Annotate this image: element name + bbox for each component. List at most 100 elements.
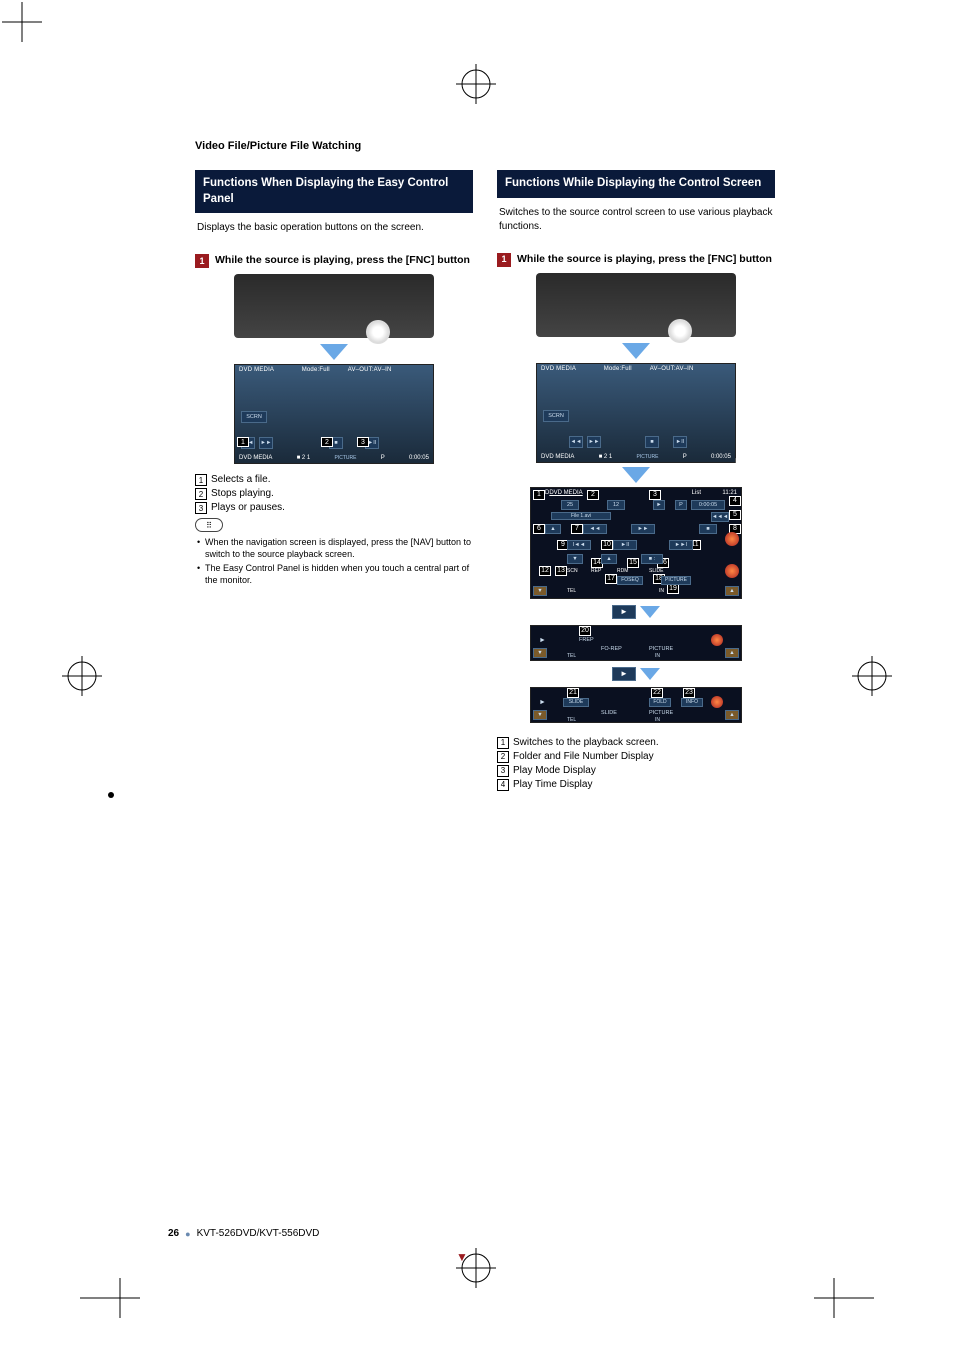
legend-text: Play Mode Display [513, 765, 596, 776]
step-number: 1 [195, 254, 209, 268]
forep-label: FO-REP [601, 646, 622, 652]
note-item: The Easy Control Panel is hidden when yo… [197, 562, 473, 586]
up-toggle[interactable]: ▲ [725, 710, 739, 720]
easy-control-screen: DVD MEDIA Mode:Full AV–OUT:AV–IN SCRN ◄◄… [234, 364, 434, 464]
legend-num: 2 [497, 751, 509, 763]
front-panel-illustration [234, 274, 434, 338]
scroll-arrow-2: ► [497, 667, 775, 681]
continued-arrow-icon: ▼ [456, 1250, 468, 1264]
slide-button[interactable]: SLIDE [563, 698, 589, 707]
eject-button[interactable]: ▲ [545, 524, 561, 534]
folder-down-button[interactable]: ▼ [567, 554, 583, 564]
picture-label: PICTURE [649, 710, 673, 716]
rew-button[interactable]: ◄◄◄ [711, 512, 729, 522]
file-name: File 1.avi [551, 512, 611, 520]
slide-label: SLIDE [601, 710, 617, 716]
callout-4: 4 [729, 496, 741, 506]
legend-row: 4 Play Time Display [497, 779, 775, 791]
play-icon: ► [539, 699, 546, 706]
in-label: IN [655, 717, 660, 723]
rep-label: REP [591, 568, 601, 574]
footer-mid: ■ 2 1 [599, 454, 613, 460]
footer-label: DVD MEDIA [239, 455, 272, 461]
left-section-title: Functions When Displaying the Easy Contr… [195, 170, 473, 213]
callout-22: 22 [651, 688, 663, 698]
arrow-down-icon [622, 343, 650, 359]
next-track-button[interactable]: ►►I [669, 540, 693, 550]
footer-picture: PICTURE [334, 455, 356, 461]
stop-button[interactable]: ■ [699, 524, 717, 534]
callout-12: 12 [539, 566, 551, 576]
page-footer: 26 ● KVT-526DVD/KVT-556DVD [168, 1228, 319, 1239]
in-label: IN [655, 653, 660, 659]
legend-num: 3 [497, 765, 509, 777]
legend-row: 1 Selects a file. [195, 474, 473, 486]
screen-mode: Mode:Full [604, 366, 632, 372]
prev-track-button[interactable]: I◄◄ [567, 540, 591, 550]
footer-p: P [683, 454, 687, 460]
tel-label: TEL [567, 717, 576, 723]
in-label: IN [659, 588, 664, 594]
callout-2: 2 [321, 437, 333, 447]
legend-row: 3 Play Mode Display [497, 765, 775, 777]
legend-text: Selects a file. [211, 474, 270, 485]
folder-up-button[interactable]: ▲ [601, 554, 617, 564]
screen-mode: Mode:Full [302, 367, 330, 373]
foseq-button[interactable]: FOSEQ [617, 576, 643, 585]
scroll-button[interactable]: ► [612, 667, 636, 681]
info-button[interactable]: INFO [681, 698, 703, 707]
legend-row: 2 Folder and File Number Display [497, 751, 775, 763]
screen-label: DVD MEDIA [541, 366, 576, 372]
scroll-button[interactable]: ► [612, 605, 636, 619]
model-name: KVT-526DVD/KVT-556DVD [197, 1228, 320, 1239]
rew-button[interactable]: ◄◄ [583, 524, 607, 534]
note-icon: ⠿ [195, 518, 223, 532]
callout-10: 10 [601, 540, 613, 550]
step-text: While the source is playing, press the [… [215, 253, 470, 268]
control-screen-preview: DVD MEDIA Mode:Full AV–OUT:AV–IN SCRN ◄◄… [536, 363, 736, 463]
scrn-button[interactable]: SCRN [241, 411, 267, 423]
legend-text: Stops playing. [211, 488, 274, 499]
list-label: List [692, 490, 701, 496]
legend-num: 2 [195, 488, 207, 500]
fold-button[interactable]: FOLD [649, 698, 671, 707]
callout-23: 23 [683, 688, 695, 698]
footer-picture: PICTURE [636, 454, 658, 460]
down-toggle[interactable]: ▼ [533, 648, 547, 658]
reg-mark-bl [80, 1278, 140, 1318]
footer-p: P [381, 455, 385, 461]
play-pause-button[interactable]: ►II [673, 436, 687, 448]
ff-button[interactable]: ►► [631, 524, 655, 534]
up-toggle[interactable]: ▲ [725, 586, 739, 596]
next-button[interactable]: ►► [587, 436, 601, 448]
control-strip-2: 21 22 23 ► SLIDE FOLD INFO SLIDE PICTURE… [530, 687, 742, 723]
stop-button-2[interactable]: ■ : [641, 554, 663, 564]
jog-dial-icon[interactable] [725, 532, 739, 546]
control-screen-full: DDVD MEDIA 1 2 3 4 5 6 7 7 8 9 10 11 12 … [530, 487, 742, 599]
scrn-button[interactable]: SCRN [543, 410, 569, 422]
left-step-1: 1 While the source is playing, press the… [195, 253, 473, 268]
callout-21: 21 [567, 688, 579, 698]
time-display: 0:00:05 [691, 500, 725, 510]
folder-num: 25 [561, 500, 579, 510]
footer-bullet-icon: ● [185, 1229, 190, 1239]
up-toggle[interactable]: ▲ [725, 648, 739, 658]
stop-button[interactable]: ■ [645, 436, 659, 448]
callout-3: 3 [357, 437, 369, 447]
arrow-down-icon [320, 344, 348, 360]
down-toggle[interactable]: ▼ [533, 710, 547, 720]
down-toggle[interactable]: ▼ [533, 586, 547, 596]
jog-dial-icon[interactable] [725, 564, 739, 578]
arrow-down-icon [640, 668, 660, 680]
rdm-label: RDM [617, 568, 628, 574]
callout-13: 13 [555, 566, 567, 576]
reg-mark-right [852, 656, 892, 696]
scn-label: SCN [567, 568, 578, 574]
play-pause-button[interactable]: ►II [613, 540, 637, 550]
prev-button[interactable]: ◄◄ [569, 436, 583, 448]
page-header: Video File/Picture File Watching [195, 140, 775, 152]
next-button[interactable]: ►► [259, 437, 273, 449]
jog-dial-icon[interactable] [711, 634, 723, 646]
jog-dial-icon[interactable] [711, 696, 723, 708]
step-text: While the source is playing, press the [… [517, 252, 772, 267]
